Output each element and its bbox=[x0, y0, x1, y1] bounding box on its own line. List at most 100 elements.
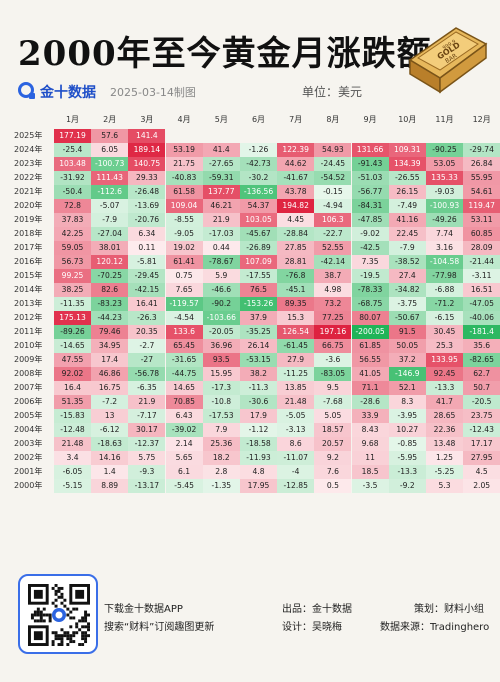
value-cell: -28.6 bbox=[351, 395, 389, 409]
value-cell: -51.03 bbox=[351, 171, 389, 185]
value-cell: 3.4 bbox=[54, 451, 91, 465]
gold-bar-icon: 999.9 GOLD BAR bbox=[408, 27, 488, 94]
value-cell: -103.66 bbox=[202, 311, 240, 325]
value-cell: 37.2 bbox=[388, 353, 426, 367]
value-cell: -200.05 bbox=[351, 325, 389, 339]
footer: 下载金十数据APP 搜索“财料”订阅趣图更新 出品：金十数据 设计：吴晓梅 策划… bbox=[0, 572, 500, 682]
value-cell: -0.85 bbox=[388, 437, 426, 451]
value-cell: -41.67 bbox=[277, 171, 315, 185]
value-cell: 107.09 bbox=[240, 255, 277, 269]
value-cell: 103.05 bbox=[240, 213, 277, 227]
value-cell: -39.02 bbox=[165, 423, 203, 437]
value-cell: -13.3 bbox=[426, 381, 463, 395]
value-cell: 0.75 bbox=[165, 269, 203, 283]
value-cell: 89.35 bbox=[277, 297, 315, 311]
table-row: 2013年 -11.35 -83.23 16.41 -119.57 -90.2 -153.2… bbox=[0, 297, 500, 311]
value-cell: -4 bbox=[277, 465, 315, 479]
value-cell: 5.05 bbox=[314, 409, 352, 423]
table-row: 2025年 177.19 57.6 141.4 bbox=[0, 129, 500, 143]
value-cell: 0.11 bbox=[128, 241, 166, 255]
year-label: 2021年 bbox=[14, 187, 43, 196]
value-cell: -9.05 bbox=[165, 227, 203, 241]
value-cell: 9.5 bbox=[314, 381, 352, 395]
value-cell: -136.56 bbox=[240, 185, 277, 199]
value-cell: 51.35 bbox=[54, 395, 91, 409]
value-cell: 25.3 bbox=[426, 339, 463, 353]
value-cell: -20.5 bbox=[463, 395, 500, 409]
value-cell: 13.48 bbox=[426, 437, 463, 451]
value-cell: -11.25 bbox=[277, 367, 315, 381]
value-cell: 20.57 bbox=[314, 437, 352, 451]
value-cell: 0.44 bbox=[202, 241, 240, 255]
value-cell: 56.73 bbox=[54, 255, 91, 269]
year-label: 2022年 bbox=[14, 173, 43, 182]
value-cell: 53.11 bbox=[463, 213, 500, 227]
value-cell: -9.03 bbox=[426, 185, 463, 199]
value-cell: 141.4 bbox=[128, 129, 166, 143]
value-cell: 30.45 bbox=[426, 325, 463, 339]
value-cell bbox=[166, 129, 203, 143]
value-cell: -13.17 bbox=[128, 479, 166, 493]
value-cell: -82.65 bbox=[463, 353, 500, 367]
value-cell: -181.4 bbox=[463, 325, 500, 339]
value-cell bbox=[203, 129, 240, 143]
value-cell: -27.65 bbox=[202, 157, 240, 171]
value-cell: 4.8 bbox=[240, 465, 277, 479]
value-cell: -5.25 bbox=[426, 465, 463, 479]
value-cell: 1.25 bbox=[426, 451, 463, 465]
page-title: 2000年至今黄金月涨跌额 bbox=[18, 34, 432, 74]
qr-code[interactable] bbox=[18, 574, 98, 654]
value-cell: -25.4 bbox=[54, 143, 91, 157]
table-row: 2002年 3.4 14.16 5.75 5.65 18.2 -11.93 -11.07 9.2… bbox=[0, 451, 500, 465]
value-cell bbox=[426, 129, 463, 143]
value-cell: -27.04 bbox=[91, 227, 129, 241]
value-cell: 103.48 bbox=[54, 157, 91, 171]
value-cell: -100.93 bbox=[426, 199, 463, 213]
value-cell: -26.55 bbox=[388, 171, 426, 185]
value-cell: 197.16 bbox=[314, 325, 352, 339]
value-cell: 34.95 bbox=[91, 339, 129, 353]
value-cell: 41.7 bbox=[426, 395, 463, 409]
value-cell: -8.55 bbox=[165, 213, 203, 227]
value-cell: 43.78 bbox=[277, 185, 315, 199]
table-row: 2014年 38.25 82.6 -42.15 7.65 -46.6 76.5 -45.1 4.… bbox=[0, 283, 500, 297]
value-cell: -6.05 bbox=[54, 465, 91, 479]
value-cell: 18.5 bbox=[351, 465, 389, 479]
value-cell: 56.55 bbox=[351, 353, 389, 367]
table-row: 2004年 -12.48 -6.12 30.17 -39.02 7.9 -1.12 -3.13… bbox=[0, 423, 500, 437]
year-label: 2011年 bbox=[14, 327, 43, 336]
value-cell: -4.54 bbox=[165, 311, 203, 325]
value-cell: 50.7 bbox=[463, 381, 500, 395]
value-cell: -5.45 bbox=[165, 479, 203, 493]
value-cell: 194.82 bbox=[277, 199, 315, 213]
value-cell: -42.5 bbox=[351, 241, 389, 255]
value-cell: 4.98 bbox=[314, 283, 352, 297]
value-cell: 41.4 bbox=[202, 143, 240, 157]
value-cell: 21.9 bbox=[202, 213, 240, 227]
value-cell: -38.52 bbox=[388, 255, 426, 269]
value-cell: -50.4 bbox=[54, 185, 91, 199]
value-cell: -18.63 bbox=[91, 437, 129, 451]
value-cell bbox=[240, 129, 277, 143]
year-label: 2009年 bbox=[14, 355, 43, 364]
value-cell: -11.35 bbox=[54, 297, 91, 311]
table-row: 2009年 47.55 17.4 -27 -31.65 93.5 -53.15 27.9 -3.… bbox=[0, 353, 500, 367]
value-cell: -6.35 bbox=[128, 381, 166, 395]
value-cell: 17.9 bbox=[240, 409, 277, 423]
year-label: 2000年 bbox=[14, 481, 43, 490]
value-cell: -68.75 bbox=[351, 297, 389, 311]
month-header: 11月 bbox=[435, 115, 454, 124]
value-cell: 133.95 bbox=[426, 353, 463, 367]
value-cell: -26.89 bbox=[240, 241, 277, 255]
value-cell: 54.37 bbox=[240, 199, 277, 213]
value-cell: -17.53 bbox=[202, 409, 240, 423]
table-row: 2005年 -15.83 13 -7.17 6.43 -17.53 17.9 -5.05 5.0… bbox=[0, 409, 500, 423]
value-cell bbox=[277, 129, 314, 143]
value-cell: -26.48 bbox=[128, 185, 166, 199]
jin10-logo-icon bbox=[18, 82, 35, 99]
value-cell: 109.04 bbox=[165, 199, 203, 213]
value-cell: -20.76 bbox=[128, 213, 166, 227]
value-cell: 17.4 bbox=[91, 353, 129, 367]
value-cell: 17.95 bbox=[240, 479, 277, 493]
value-cell: 53.05 bbox=[426, 157, 463, 171]
